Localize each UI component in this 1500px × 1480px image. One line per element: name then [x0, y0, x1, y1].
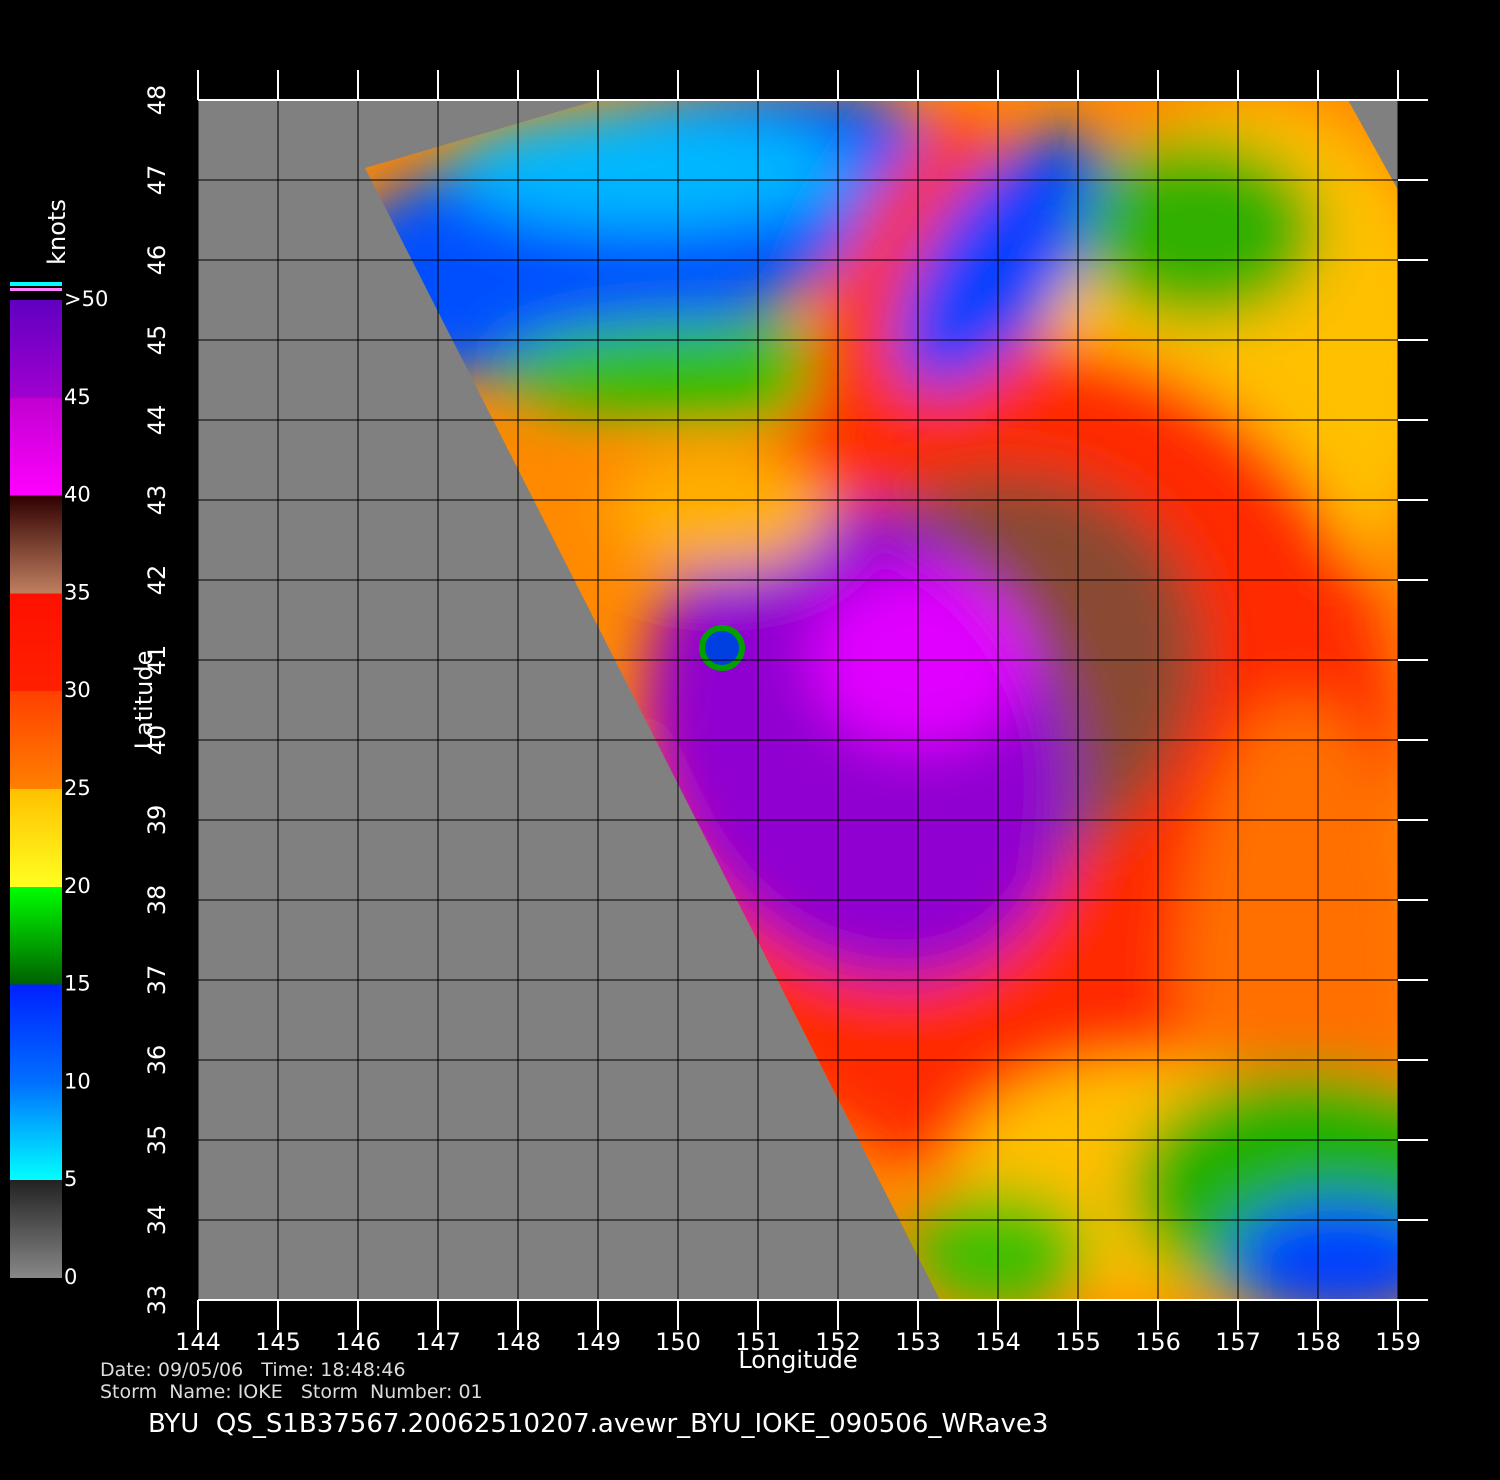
x-tick-label: 152 — [815, 1328, 861, 1356]
x-tick-label: 147 — [415, 1328, 461, 1356]
colorbar-tick-label: 30 — [64, 678, 91, 702]
colorbar-tick-label: 45 — [64, 385, 91, 409]
y-tick-label: 41 — [143, 645, 171, 676]
y-axis-label: Latitude — [130, 651, 158, 750]
y-tick-label: 34 — [143, 1205, 171, 1236]
x-tick-label: 146 — [335, 1328, 381, 1356]
colorbar-tick-label: 10 — [64, 1069, 91, 1093]
x-tick-label: 158 — [1295, 1328, 1341, 1356]
x-tick-label: 159 — [1375, 1328, 1421, 1356]
colorbar-tick-label: 15 — [64, 972, 91, 996]
x-tick-label: 154 — [975, 1328, 1021, 1356]
y-tick-label: 35 — [143, 1125, 171, 1156]
x-tick-label: 149 — [575, 1328, 621, 1356]
y-tick-label: 38 — [143, 885, 171, 916]
x-tick-label: 150 — [655, 1328, 701, 1356]
x-tick-label: 148 — [495, 1328, 541, 1356]
x-tick-label: 153 — [895, 1328, 941, 1356]
title: BYU QS_S1B37567.20062510207.avewr_BYU_IO… — [148, 1409, 1048, 1439]
y-tick-label: 37 — [143, 965, 171, 996]
storm-info: Storm Name: IOKE Storm Number: 01 — [100, 1381, 483, 1403]
date-time: Date: 09/05/06 Time: 18:48:46 — [100, 1359, 406, 1381]
y-tick-label: 46 — [143, 245, 171, 276]
y-tick-label: 36 — [143, 1045, 171, 1076]
y-tick-label: 40 — [143, 725, 171, 756]
x-tick-label: 155 — [1055, 1328, 1101, 1356]
y-tick-label: 33 — [143, 1285, 171, 1316]
y-tick-label: 44 — [143, 405, 171, 436]
y-tick-label: 48 — [143, 85, 171, 116]
colorbar-tick-label: >50 — [64, 287, 108, 311]
y-tick-label: 45 — [143, 325, 171, 356]
x-axis-label: Longitude — [738, 1346, 857, 1374]
colorbar-tick-label: 25 — [64, 776, 91, 800]
colorbar-tick-label: 35 — [64, 580, 91, 604]
colorbar-tick-label: 40 — [64, 483, 91, 507]
y-tick-label: 47 — [143, 165, 171, 196]
axes: 144 145 146 147 148 149 150 151 152 153 154 155 156 1… — [64, 70, 1428, 1356]
colorbar-cap — [10, 282, 62, 286]
colorbar-label: knots — [43, 199, 71, 265]
colorbar-tick-label: 5 — [64, 1167, 77, 1191]
y-tick-label: 39 — [143, 805, 171, 836]
colorbar-tick-label: 20 — [64, 874, 91, 898]
x-tick-label: 144 — [175, 1328, 221, 1356]
x-tick-label: 156 — [1135, 1328, 1181, 1356]
y-tick-label: 43 — [143, 485, 171, 516]
colorbar — [10, 300, 62, 1278]
grid — [197, 99, 1399, 1301]
y-tick-label: 42 — [143, 565, 171, 596]
colorbar-cap — [10, 288, 62, 291]
x-tick-label: 151 — [735, 1328, 781, 1356]
x-tick-label: 157 — [1215, 1328, 1261, 1356]
colorbar-tick-label: 0 — [64, 1265, 77, 1289]
x-tick-label: 145 — [255, 1328, 301, 1356]
wind-swath — [365, 100, 1398, 1300]
